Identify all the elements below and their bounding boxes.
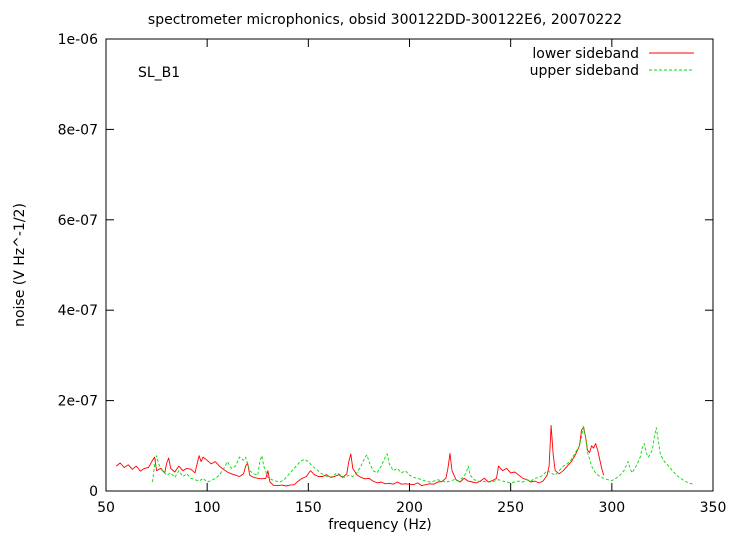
- x-tick-label: 50: [97, 500, 115, 516]
- x-tick-label: 200: [396, 500, 423, 516]
- x-tick-label: 300: [598, 500, 625, 516]
- x-tick-label: 350: [700, 500, 727, 516]
- x-tick-label: 100: [194, 500, 221, 516]
- series-layer: [115, 425, 693, 487]
- y-tick-label: 1e-06: [58, 32, 98, 48]
- y-tick-label: 6e-07: [58, 213, 98, 229]
- x-axis-label: frequency (Hz): [328, 517, 431, 533]
- series-line-lower-sideband: [115, 425, 605, 487]
- x-tick-label: 150: [295, 500, 322, 516]
- y-tick-label: 0: [89, 484, 98, 500]
- x-tick-label: 250: [497, 500, 524, 516]
- series-line-upper-sideband: [152, 425, 693, 485]
- y-tick-label: 4e-07: [58, 303, 98, 319]
- plot-frame: [105, 38, 714, 492]
- panel-annotation: SL_B1: [138, 65, 180, 81]
- y-axis-label: noise (V Hz^-1/2): [12, 203, 28, 327]
- legend-label: lower sideband: [532, 46, 639, 62]
- y-tick-label: 8e-07: [58, 122, 98, 138]
- legend-label: upper sideband: [530, 63, 639, 79]
- chart-title: spectrometer microphonics, obsid 300122D…: [148, 12, 622, 28]
- y-tick-label: 2e-07: [58, 394, 98, 410]
- axis-ticks: 50 100 150 200 250 300 350 0 2e-07 4e-07 6e-07 8e-0…: [58, 32, 727, 516]
